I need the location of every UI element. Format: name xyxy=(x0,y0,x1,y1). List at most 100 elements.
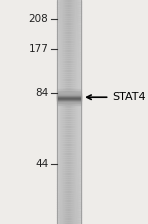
Bar xyxy=(57,29,81,31)
Bar xyxy=(57,54,81,56)
Bar xyxy=(57,108,81,110)
Bar xyxy=(57,204,81,206)
Bar xyxy=(57,220,81,222)
Bar xyxy=(71,0,72,224)
Bar xyxy=(57,0,81,2)
Bar xyxy=(57,177,81,179)
Bar xyxy=(57,81,81,83)
Bar xyxy=(57,175,81,177)
Bar xyxy=(57,69,81,72)
Bar xyxy=(57,99,81,101)
Text: 208: 208 xyxy=(29,14,48,24)
Bar xyxy=(57,16,81,18)
Bar xyxy=(78,0,79,224)
Bar xyxy=(57,101,81,103)
Bar xyxy=(75,0,76,224)
Bar xyxy=(73,0,74,224)
Bar xyxy=(69,0,70,224)
Bar xyxy=(57,123,81,125)
Bar xyxy=(57,56,81,58)
Bar xyxy=(57,179,81,181)
Bar xyxy=(57,148,81,150)
Bar xyxy=(65,0,66,224)
Bar xyxy=(60,0,61,224)
Bar xyxy=(57,114,81,116)
Bar xyxy=(57,206,81,208)
Bar xyxy=(57,52,81,54)
Bar xyxy=(57,132,81,134)
Bar xyxy=(57,7,81,9)
Bar xyxy=(57,43,81,45)
Bar xyxy=(57,0,58,224)
Bar xyxy=(57,22,81,25)
Bar xyxy=(57,13,81,16)
Bar xyxy=(57,47,81,49)
Bar xyxy=(57,31,81,34)
Bar xyxy=(57,58,81,60)
Bar xyxy=(57,27,81,29)
Bar xyxy=(57,4,81,7)
Bar xyxy=(57,67,81,69)
Bar xyxy=(57,217,81,220)
Bar xyxy=(57,83,81,85)
Bar xyxy=(57,112,81,114)
Bar xyxy=(57,36,81,38)
Bar xyxy=(77,0,78,224)
Bar xyxy=(57,60,81,63)
Bar xyxy=(57,188,81,190)
Bar xyxy=(57,110,81,112)
Bar xyxy=(67,0,68,224)
Text: 84: 84 xyxy=(35,88,48,98)
Bar xyxy=(57,121,81,123)
Bar xyxy=(57,74,81,76)
Bar xyxy=(57,40,81,43)
Bar xyxy=(62,0,63,224)
Bar xyxy=(57,213,81,215)
Bar xyxy=(76,0,77,224)
Bar xyxy=(66,0,67,224)
Bar xyxy=(57,146,81,148)
Bar xyxy=(57,85,81,87)
Bar xyxy=(57,65,81,67)
Bar xyxy=(80,0,81,224)
Bar xyxy=(57,130,81,132)
Bar xyxy=(57,96,81,99)
Bar xyxy=(79,0,80,224)
Bar xyxy=(57,105,81,108)
Bar xyxy=(57,152,81,155)
Bar xyxy=(57,38,81,40)
Text: STAT4: STAT4 xyxy=(112,92,146,102)
Bar xyxy=(57,137,81,139)
Bar xyxy=(68,0,69,224)
Bar xyxy=(74,0,75,224)
Bar xyxy=(57,143,81,146)
Bar xyxy=(57,150,81,152)
Bar xyxy=(57,186,81,188)
Bar xyxy=(57,155,81,157)
Bar xyxy=(57,134,81,137)
Bar xyxy=(57,125,81,128)
Bar xyxy=(57,103,81,105)
Bar xyxy=(57,90,81,92)
Bar xyxy=(57,87,81,90)
Bar xyxy=(57,172,81,175)
Bar xyxy=(57,215,81,217)
Bar xyxy=(57,2,81,4)
Bar xyxy=(57,190,81,193)
Bar xyxy=(57,139,81,141)
Bar xyxy=(57,161,81,164)
Bar xyxy=(57,78,81,81)
Bar xyxy=(57,222,81,224)
Bar xyxy=(57,159,81,161)
Bar xyxy=(57,94,81,96)
Bar xyxy=(57,89,81,91)
Bar xyxy=(57,20,81,22)
Bar xyxy=(57,141,81,143)
Text: 177: 177 xyxy=(28,44,48,54)
Bar xyxy=(57,119,81,121)
Bar xyxy=(57,91,81,93)
Bar xyxy=(57,202,81,204)
Bar xyxy=(57,184,81,186)
Bar xyxy=(63,0,64,224)
Bar xyxy=(57,49,81,52)
